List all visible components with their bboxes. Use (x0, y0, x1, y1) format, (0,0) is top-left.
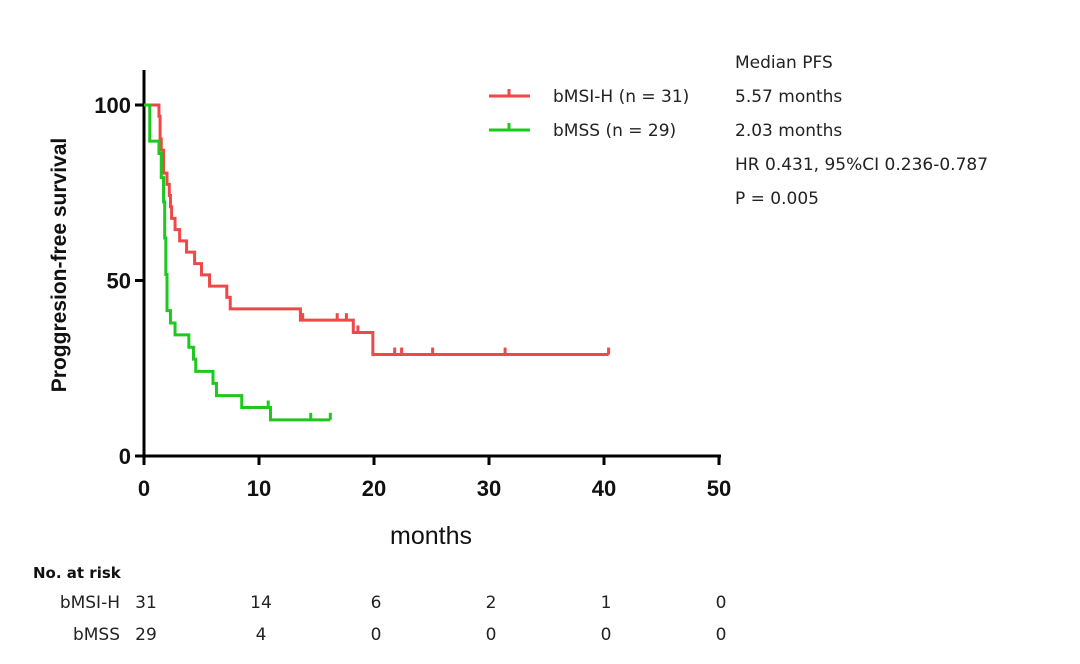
x-tick-label: 50 (707, 476, 731, 501)
risk-value: 0 (716, 593, 727, 613)
y-tick-label: 100 (94, 93, 131, 118)
risk-value: 14 (250, 593, 272, 613)
legend-item-bmsi-h: bMSI-H (n = 31) (489, 87, 689, 107)
x-tick-label: 10 (247, 476, 271, 501)
x-tick-label: 40 (592, 476, 616, 501)
risk-value: 29 (135, 625, 157, 645)
hazard-ratio: HR 0.431, 95%CI 0.236-0.787 (735, 155, 988, 175)
risk-rows: bMSI-H 31 14 6 2 1 0 bMSS 29 4 0 0 0 0 (60, 593, 727, 645)
risk-value: 0 (371, 625, 382, 645)
risk-row-bmss: bMSS 29 4 0 0 0 0 (73, 625, 726, 645)
axes: 0 50 100 0 10 20 30 40 50 (94, 70, 731, 501)
risk-row-label: bMSS (73, 625, 120, 645)
risk-row-label: bMSI-H (60, 593, 120, 613)
median-bmsi-h: 5.57 months (735, 87, 842, 107)
x-axis-title: months (390, 522, 472, 550)
p-value: P = 0.005 (735, 189, 819, 209)
risk-value: 31 (135, 593, 157, 613)
risk-value: 0 (486, 625, 497, 645)
risk-row-bmsi-h: bMSI-H 31 14 6 2 1 0 (60, 593, 727, 613)
series-bmsi-h (144, 103, 611, 357)
survival-curve (144, 103, 331, 422)
y-tick-label: 50 (107, 269, 131, 294)
risk-table: No. at risk bMSI-H 31 14 6 2 1 0 bMSS 29 4 0 0 0 0 (33, 564, 726, 645)
survival-curve (144, 103, 609, 357)
legend: bMSI-H (n = 31) bMSS (n = 29) (489, 87, 689, 141)
stats-annotation: Median PFS 5.57 months 2.03 months HR 0.… (735, 53, 988, 209)
series-bmss (144, 103, 332, 422)
x-tick-label: 30 (477, 476, 501, 501)
risk-value: 0 (716, 625, 727, 645)
legend-label-bmsi-h: bMSI-H (n = 31) (553, 87, 689, 107)
median-bmss: 2.03 months (735, 121, 842, 141)
legend-item-bmss: bMSS (n = 29) (489, 121, 676, 141)
risk-value: 1 (601, 593, 612, 613)
legend-label-bmss: bMSS (n = 29) (553, 121, 676, 141)
risk-value: 2 (486, 593, 497, 613)
median-pfs-header: Median PFS (735, 53, 833, 73)
risk-value: 0 (601, 625, 612, 645)
y-tick-label: 0 (119, 444, 131, 469)
x-tick-label: 0 (138, 476, 150, 501)
risk-table-title: No. at risk (33, 564, 122, 582)
y-axis-title: Proggresion-free survival (48, 138, 71, 392)
risk-value: 4 (256, 625, 267, 645)
x-tick-label: 20 (362, 476, 386, 501)
risk-value: 6 (371, 593, 382, 613)
curves (144, 103, 611, 422)
